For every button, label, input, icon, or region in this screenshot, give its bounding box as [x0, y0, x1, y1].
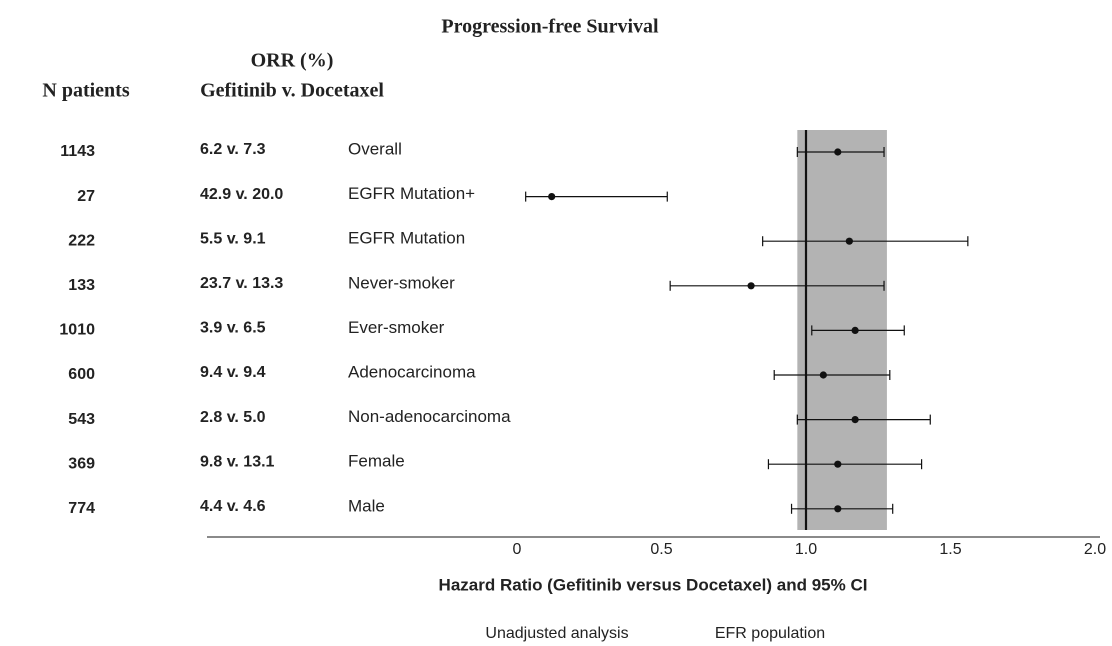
subgroup-label: Never-smoker — [348, 273, 455, 292]
note: EFR population — [715, 625, 825, 642]
x-tick-label: 1.5 — [939, 541, 961, 558]
subgroup-label: Adenocarcinoma — [348, 362, 476, 381]
point-estimate — [747, 282, 755, 290]
subgroup-label: Female — [348, 452, 405, 471]
x-tick-label: 2.0 — [1084, 541, 1106, 558]
n-patients: 1143 — [60, 143, 95, 160]
n-patients: 774 — [68, 500, 95, 517]
orr-value: 23.7 v. 13.3 — [200, 275, 283, 292]
orr-value: 9.4 v. 9.4 — [200, 364, 266, 381]
x-tick-label: 1.0 — [795, 541, 817, 558]
x-axis-label: Hazard Ratio (Gefitinib versus Docetaxel… — [439, 575, 868, 594]
note: Unadjusted analysis — [485, 625, 628, 642]
chart-title: Progression-free Survival — [441, 16, 659, 38]
point-estimate — [834, 505, 842, 513]
x-tick-label: 0.5 — [650, 541, 672, 558]
orr-value: 6.2 v. 7.3 — [200, 141, 266, 158]
point-estimate — [851, 416, 859, 424]
orr-value: 2.8 v. 5.0 — [200, 409, 266, 426]
subgroup-label: Non-adenocarcinoma — [348, 407, 511, 426]
point-estimate — [834, 148, 842, 156]
x-tick-label: 0 — [513, 541, 522, 558]
point-estimate — [851, 326, 859, 334]
orr-value: 9.8 v. 13.1 — [200, 453, 275, 470]
orr-header: Gefitinib v. Docetaxel — [200, 80, 384, 102]
n-patients: 543 — [68, 411, 95, 428]
n-patients: 222 — [68, 232, 95, 249]
subgroup-label: Ever-smoker — [348, 318, 445, 337]
orr-value: 3.9 v. 6.5 — [200, 320, 266, 337]
n-patients: 27 — [77, 188, 95, 205]
point-estimate — [548, 193, 556, 201]
n-patients: 133 — [68, 277, 95, 294]
point-estimate — [819, 371, 827, 379]
subgroup-label: Male — [348, 496, 385, 515]
point-estimate — [845, 237, 853, 245]
subgroup-label: EGFR Mutation — [348, 229, 465, 248]
subgroup-label: EGFR Mutation+ — [348, 184, 475, 203]
subgroup-label: Overall — [348, 139, 402, 158]
orr-header: ORR (%) — [251, 50, 334, 72]
orr-value: 42.9 v. 20.0 — [200, 186, 283, 203]
n-patients: 600 — [68, 366, 95, 383]
n-patients: 1010 — [59, 322, 95, 339]
orr-value: 4.4 v. 4.6 — [200, 498, 266, 515]
n-header: N patients — [42, 80, 129, 102]
point-estimate — [834, 460, 842, 468]
orr-value: 5.5 v. 9.1 — [200, 230, 266, 247]
n-patients: 369 — [68, 455, 95, 472]
